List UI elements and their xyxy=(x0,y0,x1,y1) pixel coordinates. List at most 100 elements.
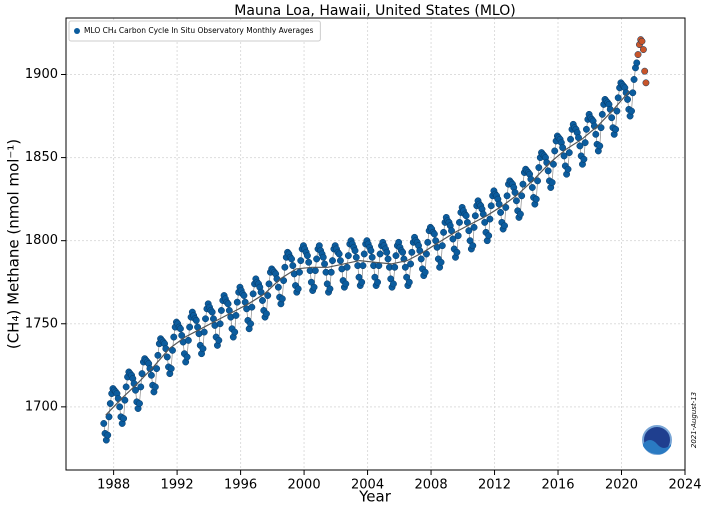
data-point xyxy=(628,107,635,115)
data-point xyxy=(199,345,207,353)
data-point xyxy=(497,208,505,216)
data-point xyxy=(567,135,575,143)
data-point xyxy=(560,152,568,160)
data-point xyxy=(296,268,303,276)
data-point xyxy=(456,218,463,226)
data-point xyxy=(202,315,209,323)
data-point xyxy=(183,353,191,361)
data-point xyxy=(642,79,650,87)
data-point xyxy=(424,238,432,246)
data-point xyxy=(606,105,614,113)
legend-label: MLO CH₄ Carbon Cycle In Situ Observatory… xyxy=(84,26,313,35)
data-point xyxy=(137,383,145,391)
data-point xyxy=(100,420,108,427)
data-point xyxy=(360,250,368,258)
data-point xyxy=(264,292,272,299)
data-point xyxy=(596,142,604,150)
data-point xyxy=(342,280,350,288)
data-point xyxy=(421,268,429,276)
data-point xyxy=(430,230,438,238)
data-point xyxy=(629,89,637,97)
data-point xyxy=(106,400,114,407)
data-point xyxy=(576,142,584,150)
data-point xyxy=(407,260,415,268)
data-point xyxy=(502,203,510,211)
data-point xyxy=(368,253,376,261)
data-point xyxy=(326,285,334,293)
data-point xyxy=(532,195,540,203)
data-point xyxy=(613,107,621,115)
x-tick-label: 1996 xyxy=(224,478,257,493)
data-point xyxy=(313,255,321,263)
data-point xyxy=(358,278,366,286)
data-point xyxy=(528,184,536,191)
data-point xyxy=(485,232,493,240)
data-point xyxy=(240,292,248,299)
data-point xyxy=(121,396,129,404)
data-point xyxy=(511,189,519,196)
data-point xyxy=(120,415,128,422)
data-point xyxy=(580,155,588,163)
data-point xyxy=(344,252,352,260)
data-point xyxy=(249,290,257,298)
x-tick-label: 2016 xyxy=(541,478,574,493)
legend-box xyxy=(68,20,321,42)
data-point xyxy=(259,297,266,304)
data-point xyxy=(559,144,567,152)
data-point xyxy=(471,212,479,220)
data-point xyxy=(351,247,359,255)
data-point xyxy=(548,179,556,186)
data-point xyxy=(310,283,318,291)
data-point xyxy=(612,125,620,133)
data-point xyxy=(641,67,649,75)
data-point xyxy=(335,250,343,258)
data-point xyxy=(186,323,194,331)
data-point xyxy=(519,180,527,188)
data-point xyxy=(527,175,535,183)
y-tick-label: 1800 xyxy=(25,233,58,248)
data-point xyxy=(311,267,319,275)
data-point xyxy=(512,197,520,205)
data-point xyxy=(597,124,605,132)
data-point xyxy=(278,295,286,303)
data-point xyxy=(132,386,139,394)
data-point xyxy=(297,257,305,265)
data-point xyxy=(273,275,281,283)
data-point xyxy=(122,383,130,391)
data-point xyxy=(630,76,638,83)
data-point xyxy=(216,320,224,328)
data-point xyxy=(319,253,327,261)
y-axis-label: (CH₄) Methane (nmol mol⁻¹) xyxy=(5,139,23,349)
x-tick-label: 1992 xyxy=(161,478,194,493)
data-point xyxy=(147,371,155,379)
data-point xyxy=(303,252,311,260)
data-point xyxy=(549,160,557,168)
x-axis-label: Year xyxy=(358,488,392,506)
data-point xyxy=(598,110,606,118)
data-point xyxy=(151,383,159,391)
data-point xyxy=(535,164,543,172)
data-point xyxy=(453,248,461,256)
data-point xyxy=(486,215,494,223)
data-point xyxy=(232,312,240,319)
data-point xyxy=(146,365,154,373)
data-point xyxy=(481,218,489,226)
data-point xyxy=(454,232,462,240)
data-point xyxy=(564,165,572,173)
data-point xyxy=(233,298,241,306)
data-point xyxy=(208,308,216,316)
data-point xyxy=(281,263,289,271)
data-point xyxy=(551,147,559,155)
data-point xyxy=(114,395,122,402)
data-point xyxy=(176,325,184,333)
data-point xyxy=(581,139,589,147)
noaa-logo xyxy=(642,425,672,455)
data-point xyxy=(263,310,270,318)
data-point xyxy=(465,227,473,235)
data-point xyxy=(437,258,445,266)
data-point xyxy=(231,328,239,336)
data-point xyxy=(184,336,192,344)
y-tick-label: 1850 xyxy=(25,150,58,165)
legend: MLO CH₄ Carbon Cycle In Situ Observatory… xyxy=(68,20,321,42)
data-point xyxy=(367,247,375,255)
